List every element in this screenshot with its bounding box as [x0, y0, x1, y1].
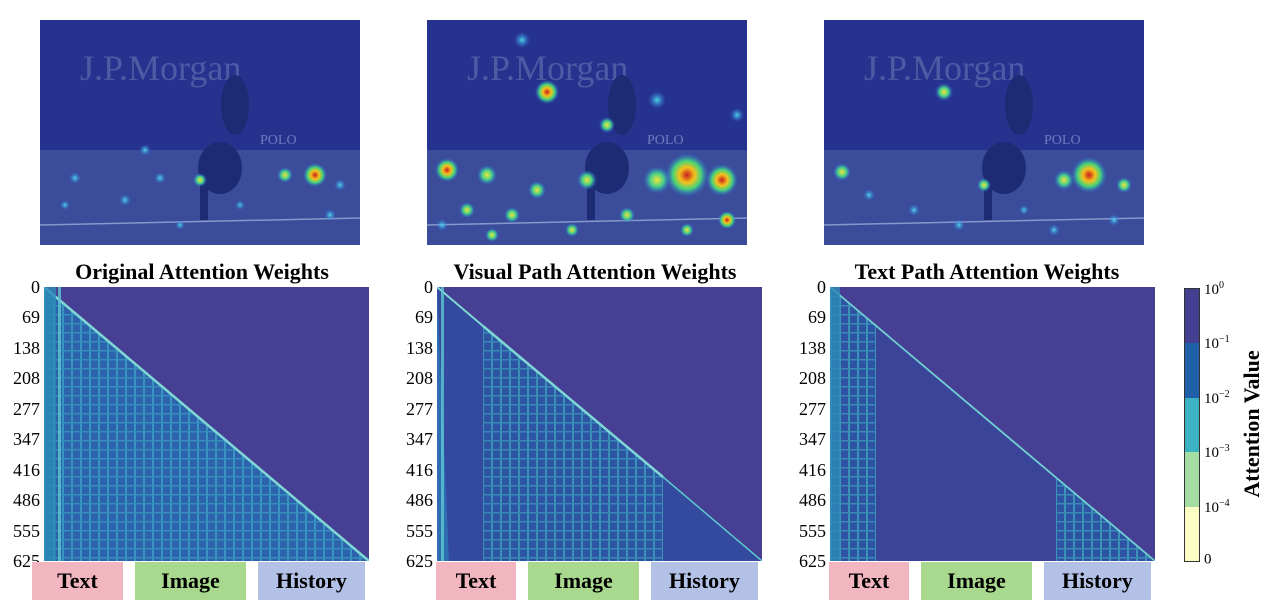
- panel-title-text: Text Path Attention Weights: [854, 259, 1120, 284]
- y-tick-label: 277: [13, 398, 40, 419]
- y-tick-label: 277: [799, 398, 826, 419]
- y-tick-label: 0: [817, 277, 826, 297]
- y-tick-label: 416: [13, 459, 40, 480]
- colorbar-tick-label: 0: [1204, 551, 1212, 568]
- y-axis-original: 0 69 138 208 277 347 416 486 555 625: [0, 278, 40, 570]
- y-tick-label: 208: [799, 368, 826, 389]
- segment-image: Image: [135, 562, 246, 600]
- heatmap-photo-original: J.P.Morgan POLO: [40, 20, 360, 245]
- segment-text: Text: [436, 562, 516, 600]
- y-tick-label: 208: [406, 368, 433, 389]
- panel-title-original: Original Attention Weights: [75, 259, 329, 284]
- colorbar-tick-label: 10−1: [1204, 334, 1230, 353]
- colorbar-tick-label: 10−3: [1204, 443, 1230, 462]
- y-tick-label: 416: [406, 459, 433, 480]
- y-tick-label: 555: [13, 520, 40, 541]
- y-tick-label: 486: [799, 490, 826, 511]
- y-tick-label: 0: [31, 277, 40, 297]
- y-tick-label: 138: [799, 337, 826, 358]
- colorbar: [1184, 288, 1200, 562]
- heatmap-photo-visual: J.P.Morgan POLO: [427, 20, 747, 245]
- y-tick-label: 138: [13, 337, 40, 358]
- segment-bar-text: Text Image History: [829, 562, 1155, 600]
- banner-text: J.P.Morgan: [864, 48, 1025, 88]
- colorbar-tick-label: 10−4: [1204, 497, 1230, 516]
- y-tick-label: 138: [406, 337, 433, 358]
- attention-matrix-text: [830, 287, 1155, 561]
- colorbar-tick-label: 10−2: [1204, 388, 1230, 407]
- colorbar-band: [1185, 452, 1199, 507]
- attention-matrix-visual: [437, 287, 762, 561]
- segment-image: Image: [528, 562, 639, 600]
- y-axis-visual: 0 69 138 208 277 347 416 486 555 625: [393, 278, 433, 570]
- y-tick-label: 347: [799, 429, 826, 450]
- y-tick-label: 486: [13, 490, 40, 511]
- y-tick-label: 416: [799, 459, 826, 480]
- y-tick-label: 69: [808, 307, 826, 328]
- y-tick-label: 625: [799, 551, 826, 571]
- y-tick-label: 625: [406, 551, 433, 571]
- y-tick-label: 347: [406, 429, 433, 450]
- segment-bar-original: Text Image History: [32, 562, 369, 600]
- y-tick-label: 69: [415, 307, 433, 328]
- colorbar-label: Attention Value: [1239, 350, 1264, 498]
- y-axis-text: 0 69 138 208 277 347 416 486 555 625: [786, 278, 826, 570]
- colorbar-band: [1185, 289, 1199, 344]
- sign-text: POLO: [647, 133, 684, 148]
- segment-text: Text: [32, 562, 123, 600]
- y-tick-label: 347: [13, 429, 40, 450]
- segment-history: History: [1044, 562, 1151, 600]
- colorbar-band: [1185, 343, 1199, 398]
- y-tick-label: 555: [406, 520, 433, 541]
- segment-history: History: [651, 562, 758, 600]
- y-tick-label: 208: [13, 368, 40, 389]
- heatmap-photo-text: J.P.Morgan POLO: [824, 20, 1144, 245]
- sign-text: POLO: [1044, 133, 1081, 148]
- attention-matrix-original: [44, 287, 369, 561]
- y-tick-label: 277: [406, 398, 433, 419]
- y-tick-label: 0: [424, 277, 433, 297]
- segment-bar-visual: Text Image History: [436, 562, 762, 600]
- sign-text: POLO: [260, 133, 297, 148]
- banner-text: J.P.Morgan: [80, 48, 241, 88]
- colorbar-band: [1185, 506, 1199, 561]
- segment-text: Text: [829, 562, 909, 600]
- colorbar-tick-label: 100: [1204, 280, 1224, 298]
- y-tick-label: 486: [406, 490, 433, 511]
- panel-title-visual: Visual Path Attention Weights: [453, 259, 737, 284]
- segment-history: History: [258, 562, 365, 600]
- segment-image: Image: [921, 562, 1032, 600]
- colorbar-band: [1185, 397, 1199, 453]
- y-tick-label: 69: [22, 307, 40, 328]
- y-tick-label: 555: [799, 520, 826, 541]
